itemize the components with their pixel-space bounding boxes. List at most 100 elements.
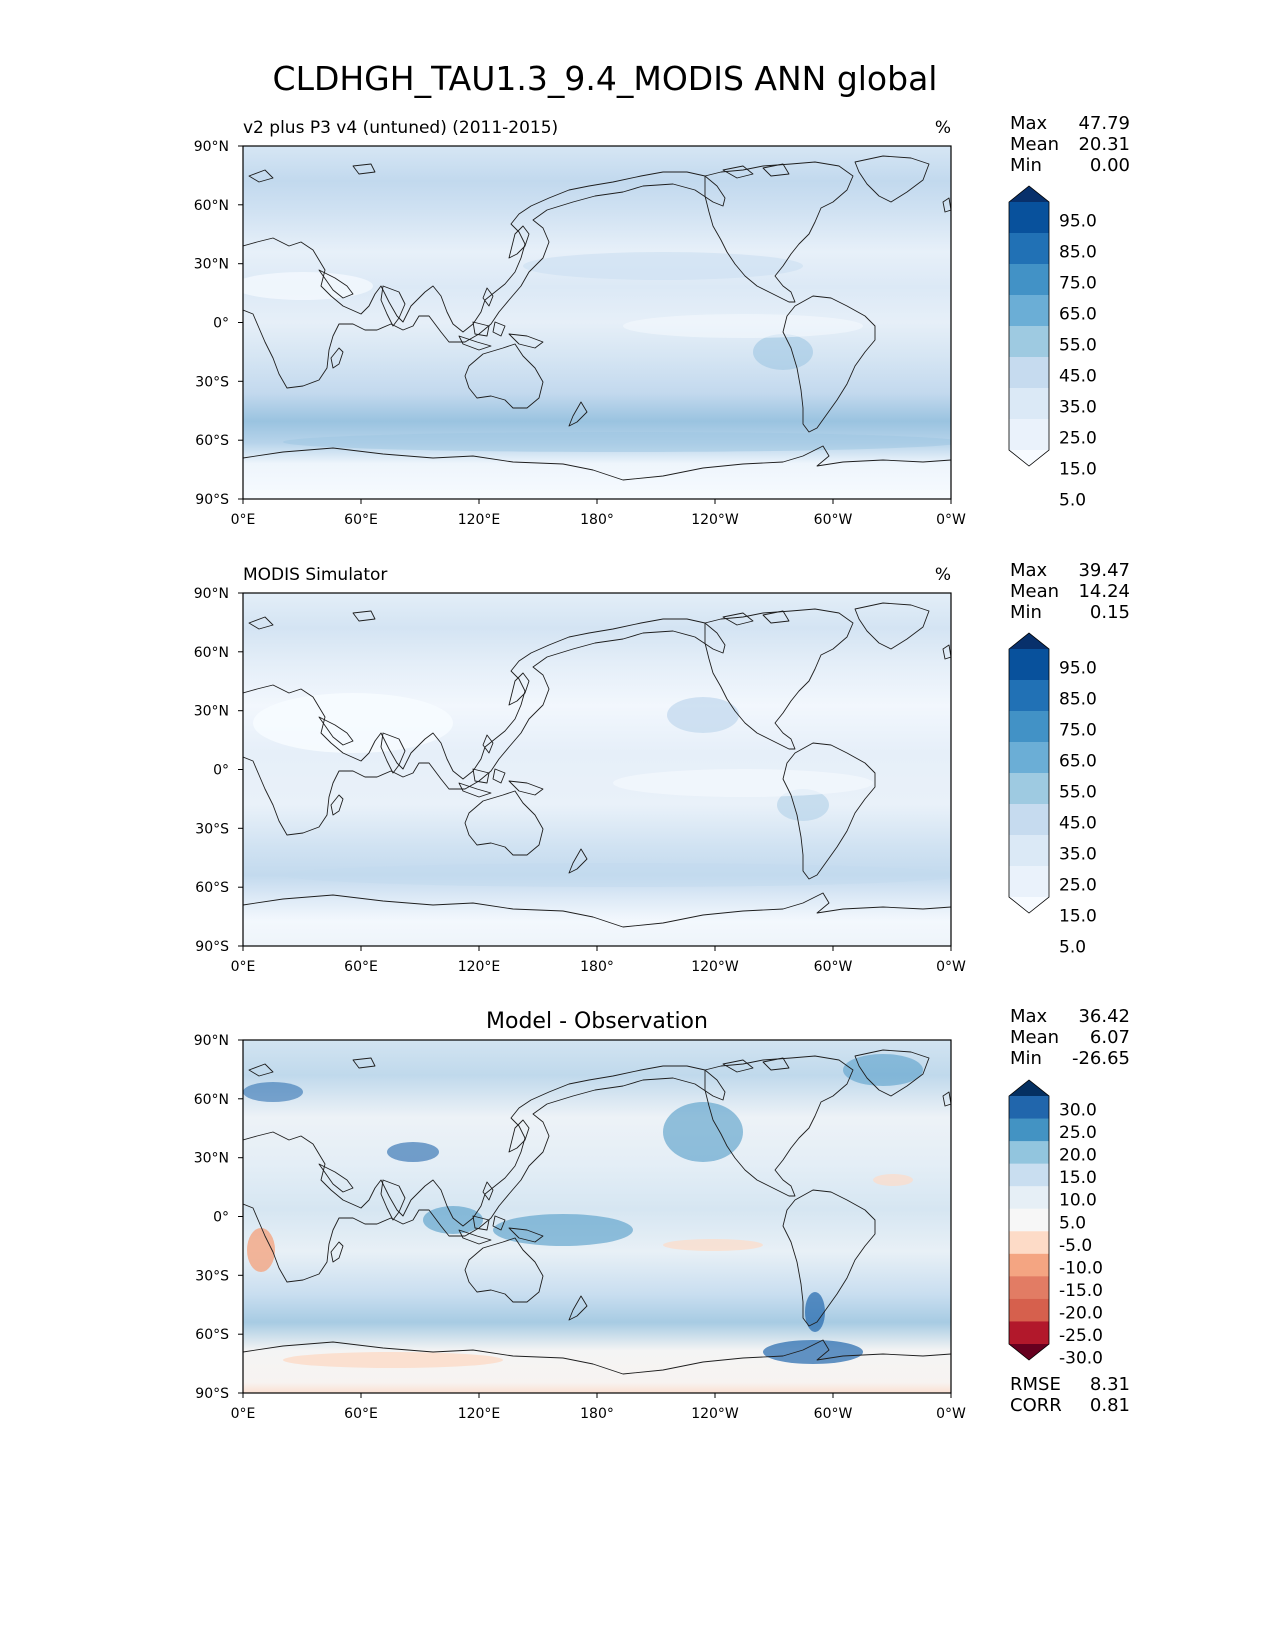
lat-tick-label: 30°N [194,1151,229,1167]
colorbar-extend-bottom [1009,450,1049,466]
lon-tick-label: 0°E [231,1406,256,1422]
colorbar-outline [1008,632,1050,914]
colorbar-tick-label: 5.0 [1059,938,1086,958]
field-blob [873,1174,913,1186]
lon-tick-label: 0°W [936,1406,966,1422]
colorbar-segment [1009,202,1049,234]
colorbar-segment [1009,773,1049,805]
lat-tick-label: 90°S [195,492,229,508]
lon-tick-label: 180° [580,1406,614,1422]
lon-tick-label: 120°E [458,959,501,975]
colorbar-tick-label: -20.0 [1059,1303,1103,1323]
colorbar-tick-label: 25.0 [1059,876,1097,896]
lon-tick-label: 0°E [231,959,256,975]
colorbar-segment [1009,1208,1049,1232]
colorbar-extend-top [1009,633,1049,649]
colorbar-tick-label: -25.0 [1059,1326,1103,1346]
colorbar-tick-label: 5.0 [1059,1213,1086,1233]
colorbar-tick-label: 45.0 [1059,367,1097,387]
colorbar-segment [1009,388,1049,420]
lat-tick-label: 90°S [195,1386,229,1402]
colorbar-segment [1009,866,1049,898]
colorbar-segment [1009,419,1049,451]
colorbar-tick-label: 10.0 [1059,1191,1097,1211]
lon-tick-label: 60°E [344,959,378,975]
field-blob [753,334,813,370]
colorbar-tick-label: -30.0 [1059,1349,1103,1369]
panel-units: % [935,565,951,585]
panel-title: MODIS Simulator [243,565,387,585]
lon-tick-label: 0°E [231,512,256,528]
colorbar-extend-bottom [1009,1344,1049,1360]
stat-value-min: 0.00 [1090,155,1130,176]
stat-label-max: Max [1010,560,1048,581]
lat-tick-label: 60°N [194,198,229,214]
colorbar-tick-label: -10.0 [1059,1258,1103,1278]
lon-axis: 0°E 60°E 120°E 180° 120°W 60°W 0°W [231,1393,966,1422]
colorbar-tick-label: -5.0 [1059,1236,1092,1256]
colorbar-observation: 95.0 85.0 75.0 65.0 55.0 45.0 35.0 25.0 15.0 5.0 [1008,632,1097,958]
colorbar-difference: 30.025.0 20.015.0 10.05.0 -5.0-10.0 -15.0-20… [1008,1079,1103,1369]
colorbar-tick-label: 95.0 [1059,212,1097,232]
stat-value-corr: 0.81 [1090,1395,1130,1416]
colorbar-tick-label: 35.0 [1059,398,1097,418]
lat-axis: 90°N 60°N 30°N 0° 30°S 60°S 90°S [194,586,243,955]
colorbar-tick-label: 15.0 [1059,907,1097,927]
lat-tick-label: 60°S [195,880,229,896]
panel-title: v2 plus P3 v4 (untuned) (2011-2015) [243,118,558,138]
colorbar-segment [1009,264,1049,296]
colorbar-segment [1009,1253,1049,1277]
lon-tick-label: 180° [580,512,614,528]
stat-value-max: 36.42 [1078,1006,1130,1027]
colorbar-segment [1009,357,1049,389]
field-blob [283,432,951,452]
field-blob [243,1082,303,1102]
stat-value-mean: 20.31 [1078,134,1130,155]
colorbar-segment [1009,295,1049,327]
lon-tick-label: 60°W [814,1406,853,1422]
lon-tick-label: 60°E [344,512,378,528]
colorbar-tick-label: 35.0 [1059,845,1097,865]
field-blob [387,1142,439,1162]
stat-value-mean: 14.24 [1078,581,1130,602]
field-blob [523,252,803,280]
colorbar-tick-label: 20.0 [1059,1146,1097,1166]
colorbar-tick-label: 65.0 [1059,305,1097,325]
stat-label-min: Min [1010,602,1042,623]
stat-label-min: Min [1010,1048,1042,1069]
stat-label-mean: Mean [1010,1027,1059,1048]
lon-tick-label: 60°W [814,512,853,528]
colorbar-outline [1008,1079,1050,1361]
field-blob [283,1352,503,1368]
stats-difference: Max Mean Min 36.42 6.07 -26.65 RMSE CORR… [1010,1006,1130,1416]
lon-tick-label: 120°W [691,512,739,528]
colorbar-segment [1009,326,1049,358]
colorbar-segment [1009,1141,1049,1165]
colorbar-segment [1009,1163,1049,1187]
colorbar-tick-label: 85.0 [1059,243,1097,263]
lat-tick-label: 0° [213,763,229,779]
colorbar-segment [1009,804,1049,836]
lon-tick-label: 180° [580,959,614,975]
stat-label-mean: Mean [1010,134,1059,155]
colorbar-tick-label: 5.0 [1059,491,1086,511]
panel-title: Model - Observation [486,1009,708,1034]
lon-tick-label: 120°W [691,1406,739,1422]
lat-tick-label: 90°S [195,939,229,955]
lon-tick-label: 0°W [936,959,966,975]
stat-value-max: 39.47 [1078,560,1130,581]
colorbar-model: 95.0 85.0 75.0 65.0 55.0 45.0 35.0 25.0 15.0 5.0 [1008,185,1097,511]
field-blob [777,789,829,821]
lon-tick-label: 120°W [691,959,739,975]
colorbar-outline [1008,185,1050,467]
colorbar-segment [1009,680,1049,712]
lat-tick-label: 30°S [195,1268,229,1284]
lon-tick-label: 60°W [814,959,853,975]
colorbar-segment [1009,1321,1049,1345]
colorbar-tick-label: 85.0 [1059,690,1097,710]
lon-axis: 0°E 60°E 120°E 180° 120°W 60°W 0°W [231,946,966,975]
colorbar-tick-label: 15.0 [1059,1168,1097,1188]
lat-tick-label: 60°N [194,1092,229,1108]
colorbar-segment [1009,1276,1049,1300]
lat-tick-label: 30°N [194,257,229,273]
